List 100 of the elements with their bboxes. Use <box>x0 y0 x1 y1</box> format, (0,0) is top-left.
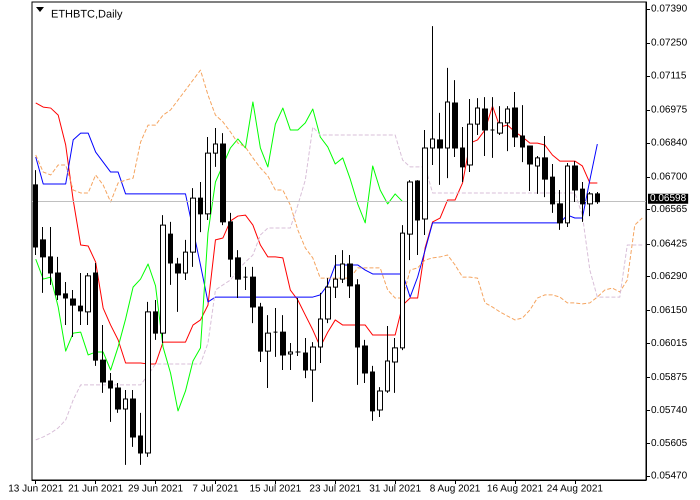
candlestick <box>595 191 600 204</box>
y-tick-label: 0.06150 <box>651 305 688 316</box>
candlestick <box>415 180 420 256</box>
candlestick <box>437 112 443 186</box>
x-tick-label: 8 Aug 2021 <box>430 484 481 494</box>
candlestick <box>347 254 353 299</box>
x-tick-label: 31 Jul 2021 <box>369 484 422 494</box>
candlestick <box>198 182 203 233</box>
x-tick-label: 21 Jun 2021 <box>68 484 124 494</box>
line-series <box>35 132 598 302</box>
x-tick-label: 23 Jul 2021 <box>309 484 362 494</box>
candlestick <box>400 224 405 351</box>
candlestick <box>430 26 435 166</box>
candlestick <box>48 226 53 286</box>
candlestick <box>467 98 473 173</box>
candlestick <box>205 136 211 220</box>
candlestick <box>85 272 91 326</box>
candlestick <box>190 188 196 268</box>
candlestick <box>265 314 271 389</box>
y-tick-label: 0.06975 <box>651 104 688 116</box>
y-tick-label: 0.05740 <box>651 404 688 416</box>
candlestick <box>407 180 413 261</box>
y-tick-label: 0.07250 <box>651 38 688 49</box>
candlestick <box>355 278 360 386</box>
candlestick <box>550 164 555 214</box>
y-tick-label: 0.06840 <box>651 137 688 148</box>
candlestick <box>362 339 368 384</box>
candlestick <box>115 382 121 414</box>
y-tick-label: 0.07115 <box>651 70 687 82</box>
candlestick <box>587 191 593 217</box>
x-tick-label: 16 Aug 2021 <box>486 484 544 494</box>
candlestick <box>482 96 488 156</box>
candlestick <box>288 342 293 371</box>
line-series <box>35 101 404 412</box>
candlestick <box>100 324 106 394</box>
candlestick <box>580 182 585 222</box>
candlestick <box>370 365 375 422</box>
candlestick <box>145 301 151 458</box>
candlestick <box>535 155 540 194</box>
candlestick <box>243 266 248 291</box>
candlestick <box>490 96 495 158</box>
candlestick <box>340 250 345 284</box>
y-tick-label: 0.06565 <box>651 204 688 216</box>
line-series <box>35 70 643 320</box>
y-tick-label: 0.06700 <box>651 171 688 182</box>
candlestick <box>542 136 548 198</box>
candlestick <box>520 104 525 163</box>
candlestick <box>303 337 308 379</box>
y-tick-label: 0.07390 <box>651 4 688 15</box>
candlestick <box>168 221 173 286</box>
y-tick-label: 0.06015 <box>651 338 688 350</box>
ref-line-label: 0.06598 <box>650 193 687 204</box>
candlestick <box>505 106 510 152</box>
candlestick <box>557 190 563 230</box>
candlestick <box>220 132 226 226</box>
candlestick <box>497 106 503 136</box>
candlestick <box>183 239 188 281</box>
x-tick-label: 24 Aug 2021 <box>546 484 604 494</box>
candlestick <box>250 266 256 324</box>
y-tick-label: 0.05605 <box>651 438 688 449</box>
candlestick <box>273 308 278 358</box>
candlestick <box>392 337 398 394</box>
candlestick <box>40 226 46 294</box>
candlestick <box>318 292 323 364</box>
candlestick <box>422 129 428 236</box>
candlestick <box>475 98 480 136</box>
candlestick <box>445 67 450 179</box>
candlestick <box>123 389 128 466</box>
candlestick <box>235 250 241 299</box>
candlestick <box>572 160 578 202</box>
candlestick <box>325 278 331 324</box>
candlestick <box>385 326 390 394</box>
candlestick <box>310 342 316 402</box>
candlestick <box>512 92 518 148</box>
text: ETHBTC,Daily <box>51 8 124 20</box>
line-series <box>35 102 598 364</box>
y-tick-label: 0.06425 <box>651 238 688 250</box>
candlestick <box>175 257 181 312</box>
candlestick <box>55 256 61 300</box>
candlestick <box>153 299 158 340</box>
candlestick <box>258 302 263 363</box>
candlestick <box>108 372 113 422</box>
candlestick <box>70 290 76 338</box>
line-series <box>35 126 643 440</box>
candlestick <box>295 298 301 356</box>
candlestick <box>452 80 458 158</box>
candlestick <box>228 212 233 278</box>
candlestick <box>78 272 83 326</box>
candlestick <box>93 262 98 366</box>
candlestick <box>280 314 286 371</box>
candlestick <box>160 214 166 344</box>
candlestick <box>460 126 465 183</box>
candlestick <box>527 146 533 192</box>
x-tick-label: 13 Jun 2021 <box>8 484 64 494</box>
candlestick <box>130 389 136 448</box>
x-tick-label: 29 Jun 2021 <box>128 484 184 494</box>
y-tick-label: 0.05470 <box>651 470 688 482</box>
y-tick-label: 0.06290 <box>651 271 688 282</box>
candlestick <box>63 281 68 326</box>
x-tick-label: 15 Jul 2021 <box>249 484 302 494</box>
